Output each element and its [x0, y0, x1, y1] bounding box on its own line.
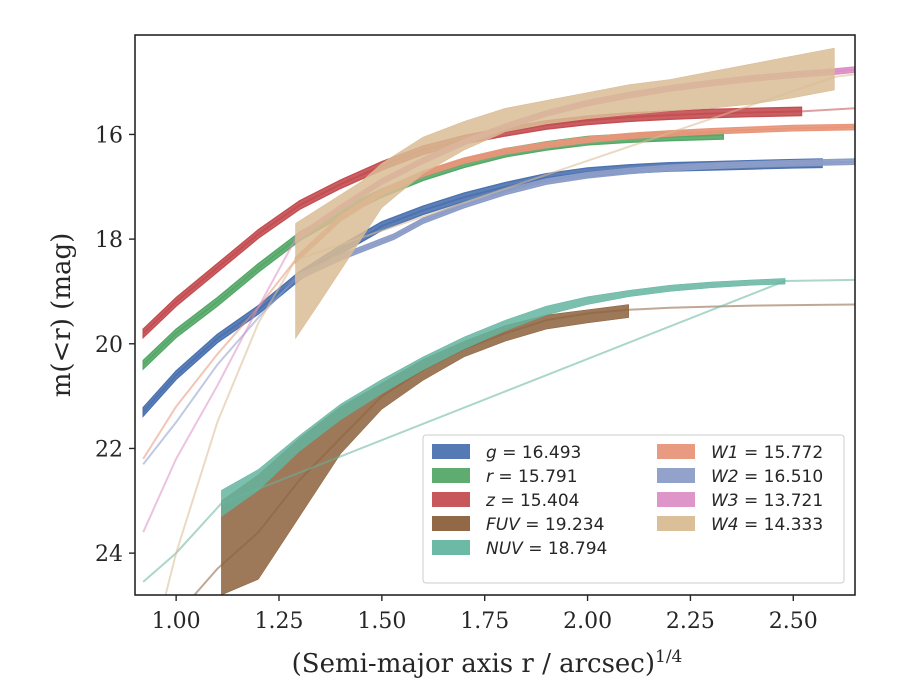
legend-label-z: z = 15.404	[485, 491, 579, 511]
legend-band-nuv: NUV	[486, 539, 524, 559]
x-tick-label: 2.00	[563, 609, 612, 634]
x-axis-label-main: (Semi-major axis r / arcsec)	[292, 649, 655, 679]
legend-label-w4: W4 = 14.333	[711, 515, 823, 535]
x-tick-label: 1.00	[152, 609, 201, 634]
legend-item-fuv: FUV = 19.234	[432, 515, 604, 535]
x-axis-label: (Semi-major axis r / arcsec)1/4	[292, 647, 683, 679]
legend-label-w3: W3 = 13.721	[711, 491, 823, 511]
legend-label-w1: W1 = 15.772	[711, 443, 823, 463]
legend-label-g: g = 16.493	[486, 443, 581, 463]
series-nuv-band	[221, 278, 786, 517]
legend-swatch-w1	[657, 444, 695, 459]
legend-item-r: r = 15.791	[432, 467, 578, 487]
legend-value-fuv: = 19.234	[520, 515, 605, 535]
series-w2-data-line	[295, 160, 855, 280]
legend-value-r: = 15.791	[493, 467, 578, 487]
series-z	[142, 106, 855, 340]
legend-swatch-z	[432, 492, 470, 507]
legend-item-w4: W4 = 14.333	[657, 515, 823, 535]
legend-item-w3: W3 = 13.721	[657, 491, 823, 511]
legend-swatch-w4	[657, 516, 695, 531]
legend-value-nuv: = 18.794	[523, 539, 608, 559]
legend-value-w1: = 15.772	[739, 443, 824, 463]
legend-label-w2: W2 = 16.510	[711, 467, 823, 487]
x-axis-label-superscript: 1/4	[655, 647, 682, 667]
series-layer	[142, 47, 855, 595]
legend-band-w4: W4	[711, 515, 739, 535]
legend-label-nuv: NUV = 18.794	[486, 539, 607, 559]
legend-value-w4: = 14.333	[739, 515, 824, 535]
legend-swatch-fuv	[432, 516, 470, 531]
series-z-model-line	[801, 107, 855, 113]
legend-item-z: z = 15.404	[432, 491, 579, 511]
legend-item-w2: W2 = 16.510	[657, 467, 823, 487]
legend-swatch-nuv	[432, 540, 470, 555]
legend-band-g: g	[486, 443, 497, 463]
legend-label-r: r = 15.791	[486, 467, 578, 487]
series-w3-model-line	[142, 238, 297, 533]
legend-band-z: z	[485, 491, 496, 511]
plot-frame	[134, 34, 856, 596]
x-tick-label: 1.75	[460, 609, 509, 634]
series-nuv	[142, 278, 855, 583]
legend-item-nuv: NUV = 18.794	[432, 539, 607, 559]
x-tick-label: 1.25	[255, 609, 304, 634]
legend-band-r: r	[486, 467, 494, 487]
y-tick-label: 20	[95, 333, 123, 358]
legend-value-z: = 15.404	[495, 491, 580, 511]
series-w2-model-line	[142, 277, 297, 465]
x-tick-label: 2.50	[769, 609, 818, 634]
legend-value-w2: = 16.510	[739, 467, 824, 487]
y-tick-label: 16	[95, 123, 123, 148]
legend-band-w2: W2	[711, 467, 739, 487]
x-tick-label: 1.50	[357, 609, 406, 634]
series-w1-band	[294, 123, 855, 265]
legend-swatch-g	[432, 444, 470, 459]
y-axis: 16 18 20 22 24	[95, 123, 135, 567]
y-tick-label: 18	[95, 228, 123, 253]
legend-value-w3: = 13.721	[739, 491, 824, 511]
legend-swatch-w2	[657, 468, 695, 483]
series-w1	[142, 123, 855, 460]
legend-band-fuv: FUV	[486, 515, 521, 535]
legend-swatch-w3	[657, 492, 695, 507]
legend-item-g: g = 16.493	[432, 443, 581, 463]
y-tick-label: 22	[95, 437, 123, 462]
legend-band-w3: W3	[711, 491, 739, 511]
series-w4-band	[295, 47, 835, 340]
x-tick-label: 2.25	[666, 609, 715, 634]
legend-item-w1: W1 = 15.772	[657, 443, 823, 463]
series-w1-model-line	[142, 259, 297, 460]
y-tick-label: 24	[95, 542, 123, 567]
series-g	[142, 158, 855, 418]
legend-band-w1: W1	[711, 443, 739, 463]
legend-value-g: = 16.493	[497, 443, 582, 463]
legend-swatch-r	[432, 468, 470, 483]
series-w4	[164, 47, 855, 595]
x-axis: 1.00 1.25 1.50 1.75 2.00 2.25 2.50	[152, 595, 818, 634]
legend-box	[422, 434, 845, 584]
y-axis-label: m(<r) (mag)	[47, 233, 77, 398]
legend-label-fuv: FUV = 19.234	[486, 515, 604, 535]
